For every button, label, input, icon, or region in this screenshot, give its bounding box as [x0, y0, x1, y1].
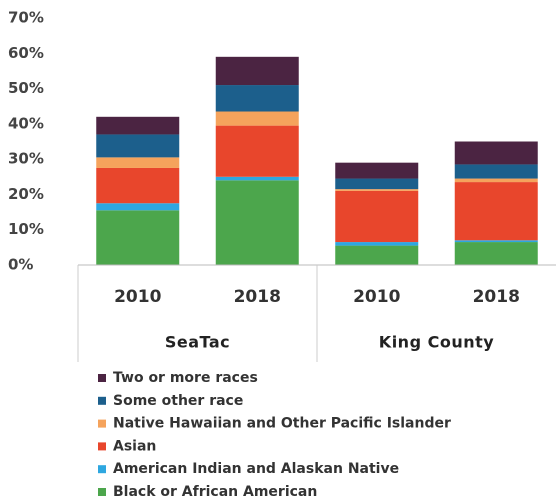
bar-segment: [215, 176, 299, 181]
bar-segment: [454, 240, 538, 243]
y-tick-label: 20%: [8, 185, 44, 203]
legend-label: Native Hawaiian and Other Pacific Island…: [113, 416, 451, 432]
legend-swatch: [98, 465, 106, 474]
x-tick-label: 2010: [353, 287, 400, 307]
bar-segment: [454, 141, 538, 165]
bar-segment: [335, 162, 419, 179]
bar-segment: [335, 242, 419, 246]
y-tick-label: 40%: [8, 114, 44, 132]
legend-swatch: [98, 419, 106, 428]
bar-segment: [454, 164, 538, 179]
bar-segment: [454, 242, 538, 265]
bar-segment: [454, 178, 538, 183]
x-tick-label: 2018: [473, 287, 520, 307]
legend-label: Asian: [113, 438, 156, 454]
bar-segment: [335, 245, 419, 265]
y-tick-label: 10%: [8, 220, 44, 238]
y-tick-label: 60%: [8, 44, 44, 62]
legend-swatch: [98, 396, 106, 405]
y-tick-label: 0%: [8, 256, 33, 274]
y-tick-label: 30%: [8, 150, 44, 168]
bar-segment: [96, 134, 180, 158]
legend-swatch: [98, 442, 106, 451]
bar-segment: [215, 56, 299, 86]
bar-segment: [215, 85, 299, 112]
x-tick-label: 2018: [234, 287, 281, 307]
bar-segment: [215, 125, 299, 177]
bar-segment: [215, 180, 299, 265]
legend-label: Some other race: [113, 393, 243, 409]
bar-segment: [96, 167, 180, 204]
y-tick-label: 70%: [8, 9, 44, 27]
bar-segment: [96, 116, 180, 135]
bar-segment: [96, 210, 180, 265]
legend-label: American Indian and Alaskan Native: [113, 461, 399, 477]
x-tick-label: 2010: [114, 287, 161, 307]
bar-segment: [96, 203, 180, 211]
bar-segment: [335, 190, 419, 243]
group-label: King County: [379, 333, 494, 352]
legend-label: Two or more races: [113, 370, 258, 386]
bar-segment: [96, 157, 180, 168]
y-tick-label: 50%: [8, 79, 44, 97]
group-label: SeaTac: [165, 333, 230, 352]
legend-swatch: [98, 374, 106, 382]
legend-swatch: [98, 488, 106, 496]
bar-segment: [454, 182, 538, 241]
legend-label: Black or African American: [113, 484, 317, 500]
bar-segment: [335, 189, 419, 191]
bar-segment: [215, 111, 299, 126]
bar-segment: [335, 178, 419, 190]
